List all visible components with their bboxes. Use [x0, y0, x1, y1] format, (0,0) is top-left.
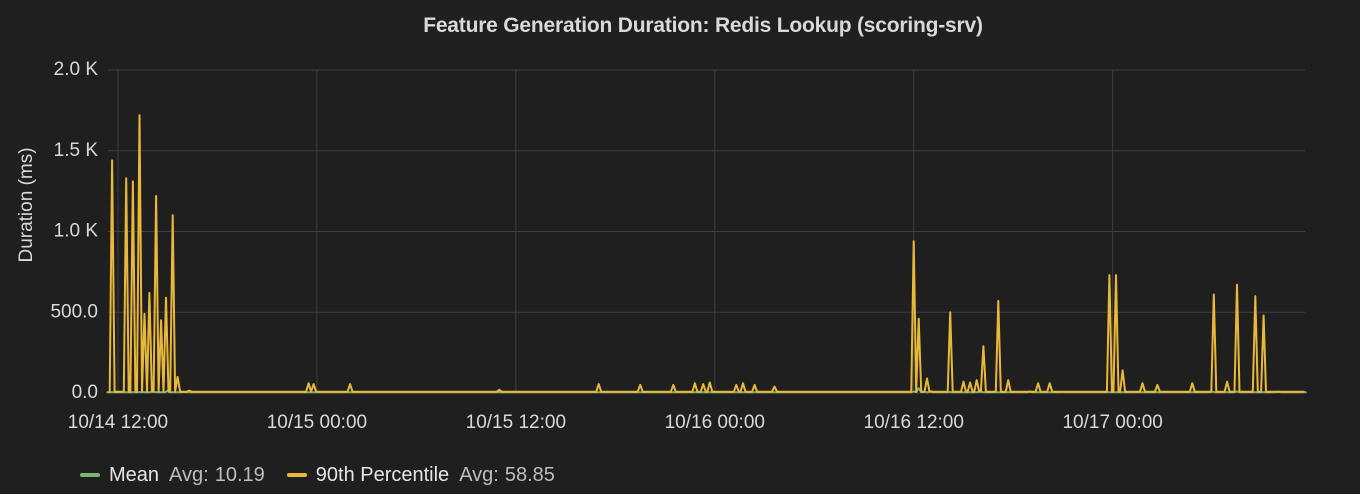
- p90-data-point: [949, 311, 951, 313]
- legend-avg-value: 10.19: [214, 463, 265, 486]
- p90-data-point: [172, 215, 174, 217]
- p90-data-point: [913, 240, 915, 242]
- p90-data-point: [125, 177, 127, 179]
- y-tick-label: 1.0 K: [54, 221, 99, 242]
- p90-data-point: [1122, 370, 1124, 372]
- p90-data-point: [742, 383, 744, 385]
- legend-series-name: Mean: [109, 463, 160, 486]
- mean-data-point: [918, 387, 920, 389]
- panel-title: Feature Generation Duration: Redis Looku…: [423, 14, 983, 37]
- legend-avg-value: 58.85: [504, 463, 555, 486]
- p90-data-point: [1213, 294, 1215, 296]
- p90-data-point: [969, 382, 971, 384]
- p90-data-point: [139, 114, 141, 116]
- mean-data-point: [949, 391, 951, 393]
- y-tick-label: 1.5 K: [54, 140, 99, 161]
- p90-data-point: [639, 384, 641, 386]
- legend-avg-label: Avg:: [459, 463, 499, 486]
- x-tick-label: 10/15 12:00: [466, 412, 566, 433]
- p90-data-point: [165, 297, 167, 299]
- p90-data-point: [694, 383, 696, 385]
- p90-data-point: [1037, 383, 1039, 385]
- y-tick-label: 500.0: [50, 301, 98, 322]
- legend-series-name: 90th Percentile: [315, 463, 450, 486]
- mean-data-point: [913, 391, 915, 393]
- p90-data-point: [709, 382, 711, 384]
- legend-swatch-mean: [80, 473, 100, 477]
- p90-data-point: [926, 378, 928, 380]
- p90-data-point: [177, 376, 179, 378]
- y-axis-label: Duration (ms): [16, 147, 37, 262]
- legend-swatch-p90: [286, 473, 307, 477]
- y-tick-label: 2.0 K: [54, 59, 99, 80]
- p90-data-point: [673, 384, 675, 386]
- series-lines: [106, 114, 1307, 394]
- p90-data-point: [754, 384, 756, 386]
- x-tick-label: 10/17 00:00: [1062, 412, 1162, 433]
- y-tick-labels: 0.0 500.0 1.0 K 1.5 K 2.0 K: [50, 59, 98, 403]
- p90-data-point: [997, 300, 999, 302]
- x-tick-label: 10/14 12:00: [68, 412, 168, 433]
- p90-data-point: [1157, 384, 1159, 386]
- p90-data-point: [1263, 315, 1265, 317]
- legend-item-mean[interactable]: Mean Avg: 10.19: [80, 464, 265, 487]
- p90-data-point: [132, 181, 134, 183]
- p90-data-point: [144, 313, 146, 315]
- p90-data-point: [160, 320, 162, 322]
- p90-data-point: [1236, 284, 1238, 286]
- grid-lines: [108, 69, 1305, 394]
- p90-data-point: [598, 383, 600, 385]
- p90-data-point: [313, 383, 315, 385]
- p90-data-point: [149, 292, 151, 294]
- p90-data-point: [774, 386, 776, 388]
- series-line-p90: [108, 114, 1305, 393]
- p90-data-point: [702, 383, 704, 385]
- p90-data-point: [308, 383, 310, 385]
- p90-data-point: [1007, 379, 1009, 381]
- p90-data-point: [498, 389, 500, 391]
- y-tick-label: 0.0: [72, 382, 98, 403]
- p90-data-point: [918, 318, 920, 320]
- p90-data-point: [1109, 274, 1111, 276]
- p90-data-point: [1115, 274, 1117, 276]
- x-tick-label: 10/16 12:00: [864, 412, 964, 433]
- p90-data-point: [976, 379, 978, 381]
- p90-data-point: [1049, 383, 1051, 385]
- p90-data-point: [1226, 381, 1228, 383]
- p90-data-point: [1191, 383, 1193, 385]
- p90-data-point: [963, 381, 965, 383]
- legend: Mean Avg: 10.19 90th Percentile Avg: 58.…: [80, 462, 577, 488]
- p90-data-point: [111, 160, 113, 162]
- legend-item-p90[interactable]: 90th Percentile Avg: 58.85: [286, 463, 555, 487]
- p90-data-point: [349, 383, 351, 385]
- p90-data-point: [155, 195, 157, 197]
- p90-data-point: [1254, 295, 1256, 297]
- x-tick-labels: 10/14 12:00 10/15 00:00 10/15 12:00 10/16 0…: [68, 412, 1163, 433]
- p90-data-point: [736, 384, 738, 386]
- p90-data-point: [1142, 383, 1144, 385]
- p90-data-point: [188, 390, 190, 392]
- legend-avg-label: Avg:: [169, 463, 209, 486]
- x-tick-label: 10/16 00:00: [665, 412, 765, 433]
- mean-data-point: [1236, 391, 1238, 393]
- p90-data-point: [983, 345, 985, 347]
- x-tick-label: 10/15 00:00: [267, 412, 367, 433]
